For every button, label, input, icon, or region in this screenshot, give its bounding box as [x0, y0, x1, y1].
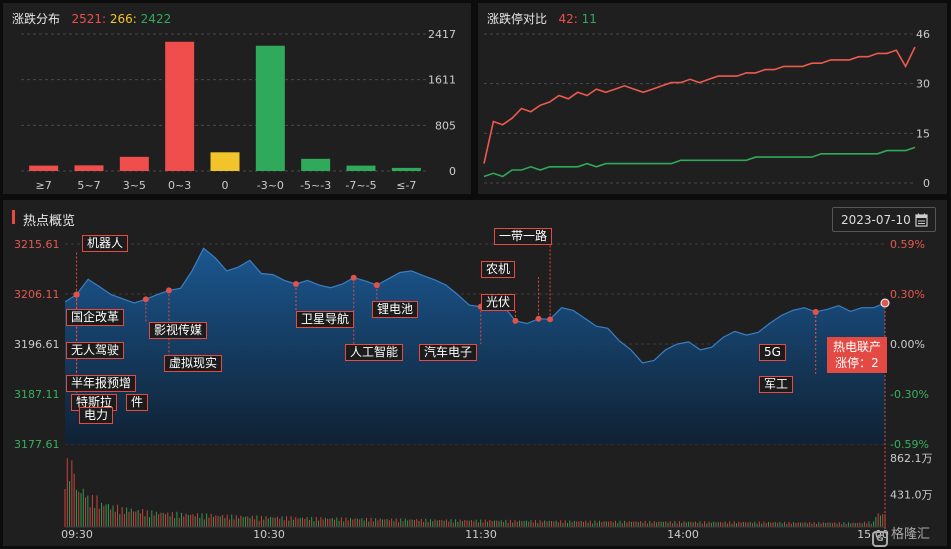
tag-dot [73, 291, 80, 298]
final-tag-name: 热电联产 [832, 340, 881, 354]
hot-tag[interactable]: 卫星导航 [296, 311, 355, 328]
flat-count: 266 [109, 12, 133, 26]
tag-dot [535, 315, 542, 322]
hot-title: 热点概览 [23, 214, 76, 229]
hot-tag[interactable]: 特斯拉 [71, 394, 118, 411]
y-tick-label: 805 [435, 119, 456, 132]
limit-chart: 46 30 15 0 [483, 28, 930, 190]
hot-tag[interactable]: 电力 [79, 407, 114, 424]
limit-panel: 涨跌停对比 42: 11 46 30 15 0 [478, 3, 947, 194]
tag-dot [292, 281, 299, 288]
y-left-label: 3215.61 [14, 238, 60, 251]
tag-dot [547, 316, 554, 323]
hot-tag[interactable]: 无人驾驶 [66, 342, 125, 359]
x-tick-label: ≥7 [36, 179, 52, 192]
limit-title: 涨跌停对比 [487, 12, 548, 26]
hot-tag[interactable]: 农机 [481, 261, 516, 278]
hot-tag[interactable]: 5G [759, 344, 786, 361]
up-count: 2521 [71, 12, 103, 26]
limit-down-line [483, 146, 916, 178]
y-tick-label: 30 [916, 78, 930, 91]
date-value: 2023-07-10 [841, 213, 911, 227]
distribution-title: 涨跌分布 [12, 12, 61, 26]
watermark-logo-icon: G [872, 531, 888, 547]
x-tick-label: -7~-5 [345, 179, 376, 192]
bar [301, 158, 331, 171]
x-tick-label: 09:30 [61, 528, 93, 541]
x-tick-label: ≤-7 [396, 179, 416, 192]
hot-panel: 热点概览 2023-07-10 3215.61 0.59% 3206.11 0.30%… [3, 200, 947, 546]
limit-up-line [483, 46, 916, 164]
x-tick-label: 10:30 [253, 528, 285, 541]
y-right-label: -0.30% [890, 388, 929, 401]
limit-up-count: 42 [558, 12, 574, 26]
y-left-label: 3196.61 [14, 338, 60, 351]
bar [74, 165, 104, 171]
hot-tag[interactable]: 影视传媒 [149, 322, 208, 339]
x-tick-label: 3~5 [123, 179, 146, 192]
tag-dot [512, 317, 519, 324]
vol-mid-label: 431.0万 [890, 489, 933, 502]
x-tick-label: -3~0 [257, 179, 284, 192]
hot-tag[interactable]: 虚拟现实 [164, 355, 223, 372]
bar [29, 165, 59, 171]
hot-tag[interactable]: 一带一路 [494, 228, 553, 245]
tag-dot [165, 287, 172, 294]
y-tick-label: 15 [916, 127, 930, 140]
hot-tag[interactable]: 机器人 [82, 235, 129, 252]
hot-tag[interactable]: 半年报预增 [66, 375, 137, 392]
x-tick-label: -5~-3 [300, 179, 331, 192]
bar [346, 165, 376, 171]
bar [255, 45, 285, 171]
hot-tag[interactable]: 件 [126, 394, 149, 411]
hot-tag[interactable]: 军工 [759, 376, 794, 393]
calendar-icon [915, 213, 928, 227]
hot-tag[interactable]: 汽车电子 [419, 344, 478, 361]
y-left-label: 3187.11 [14, 388, 60, 401]
y-tick-label: 2417 [428, 28, 456, 41]
bar [119, 156, 149, 171]
hot-tag[interactable]: 国企改革 [66, 309, 125, 326]
y-right-label: -0.59% [890, 438, 929, 451]
hot-tag[interactable]: 锂电池 [372, 301, 419, 318]
bar [165, 41, 195, 171]
y-right-label: 0.59% [890, 238, 925, 251]
y-left-label: 3206.11 [14, 288, 60, 301]
down-count: 2422 [140, 12, 172, 26]
y-tick-label: 0 [449, 165, 456, 178]
y-tick-label: 1611 [428, 74, 456, 87]
x-tick-label: 11:30 [465, 528, 497, 541]
vol-max-label: 862.1万 [890, 452, 933, 465]
tag-dot [350, 274, 357, 281]
x-tick-label: 5~7 [77, 179, 100, 192]
index-line [64, 247, 886, 364]
final-tag-count: 涨停：2 [835, 356, 879, 370]
tag-dot [373, 282, 380, 289]
intraday-chart: 3215.61 0.59% 3206.11 0.30% 3196.61 0.00% 3187… [14, 238, 933, 541]
bar [210, 152, 240, 171]
y-left-label: 3177.61 [14, 438, 60, 451]
distribution-chart: 2417 1611 805 0 ≥7 5~7 3~5 0~3 0 -3~0 -5~-3 -7~-5 ≤-… [21, 28, 456, 192]
y-tick-label: 46 [916, 28, 930, 41]
title-accent [12, 210, 15, 224]
hot-tag[interactable]: 人工智能 [345, 344, 404, 361]
final-hot-tag[interactable]: 热电联产 涨停：2 [827, 337, 887, 373]
distribution-panel: 涨跌分布 2521: 266: 2422 2417 1611 805 0 ≥7 5~7 3~… [3, 3, 471, 194]
distribution-header: 涨跌分布 2521: 266: 2422 [12, 12, 172, 26]
bar [391, 167, 421, 171]
y-right-label: 0.30% [890, 288, 925, 301]
y-tick-label: 0 [923, 177, 930, 190]
y-right-label: 0.00% [890, 338, 925, 351]
limit-header: 涨跌停对比 42: 11 [487, 12, 597, 26]
x-tick-label: 14:00 [667, 528, 699, 541]
x-tick-label: 0~3 [168, 179, 191, 192]
hot-tag[interactable]: 光伏 [481, 294, 516, 311]
x-tick-label: 0 [222, 179, 229, 192]
tag-dot [812, 308, 819, 315]
tag-dot [142, 296, 149, 303]
watermark: G 格隆汇 [872, 523, 930, 547]
limit-down-count: 11 [581, 12, 597, 26]
date-picker[interactable]: 2023-07-10 [832, 207, 936, 232]
